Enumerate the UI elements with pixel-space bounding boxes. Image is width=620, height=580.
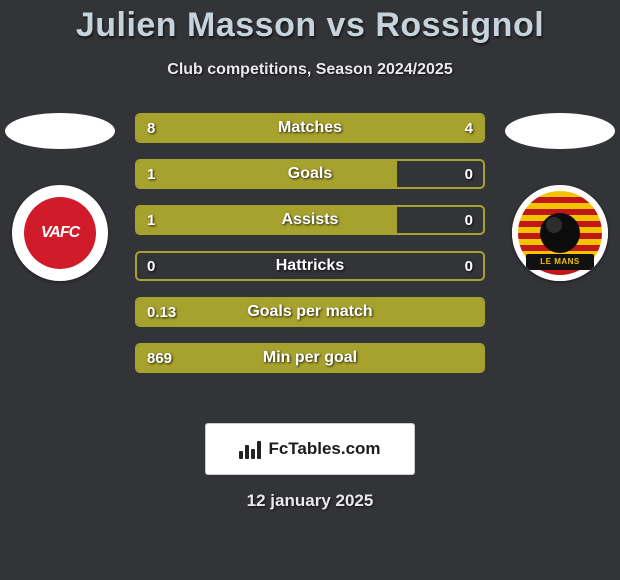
stat-label: Goals per match [137, 299, 483, 325]
subtitle: Club competitions, Season 2024/2025 [0, 61, 620, 79]
stat-value-left: 869 [147, 345, 172, 371]
stat-value-left: 8 [147, 115, 155, 141]
stat-value-right: 4 [465, 115, 473, 141]
player-right-silhouette [505, 113, 615, 149]
footer-brand-badge: FcTables.com [205, 423, 415, 475]
stat-label: Assists [137, 207, 483, 233]
club-badge-right: LE MANS [512, 185, 608, 281]
stat-value-left: 1 [147, 207, 155, 233]
player-right-column: LE MANS [500, 113, 620, 281]
stat-label: Matches [137, 115, 483, 141]
stat-label: Hattricks [137, 253, 483, 279]
footer-date: 12 january 2025 [0, 491, 620, 511]
stat-value-left: 0.13 [147, 299, 176, 325]
stat-bars: Matches84Goals10Assists10Hattricks00Goal… [135, 113, 485, 389]
player-left-column [0, 113, 120, 281]
stat-value-left: 1 [147, 161, 155, 187]
fctables-logo-icon [239, 439, 263, 459]
club-badge-left [12, 185, 108, 281]
stat-row: Matches8 4 [135, 113, 485, 143]
stat-value-left: 0 [147, 253, 155, 279]
stat-row: Goals1 0 [135, 159, 485, 189]
footer-brand-text: FcTables.com [268, 439, 380, 459]
stat-row: Goals per match0.13 [135, 297, 485, 327]
comparison-arena: LE MANS Matches84Goals10Assists10Hattric… [0, 113, 620, 413]
stat-value-right: 0 [465, 161, 473, 187]
stat-label: Goals [137, 161, 483, 187]
stat-value-right: 0 [465, 253, 473, 279]
stat-row: Min per goal869 [135, 343, 485, 373]
stat-value-right: 0 [465, 207, 473, 233]
ball-icon [540, 213, 580, 253]
page-title: Julien Masson vs Rossignol [0, 0, 620, 45]
stat-row: Assists1 0 [135, 205, 485, 235]
stat-row: Hattricks0 0 [135, 251, 485, 281]
club-badge-right-label: LE MANS [526, 254, 594, 270]
stat-label: Min per goal [137, 345, 483, 371]
player-left-silhouette [5, 113, 115, 149]
